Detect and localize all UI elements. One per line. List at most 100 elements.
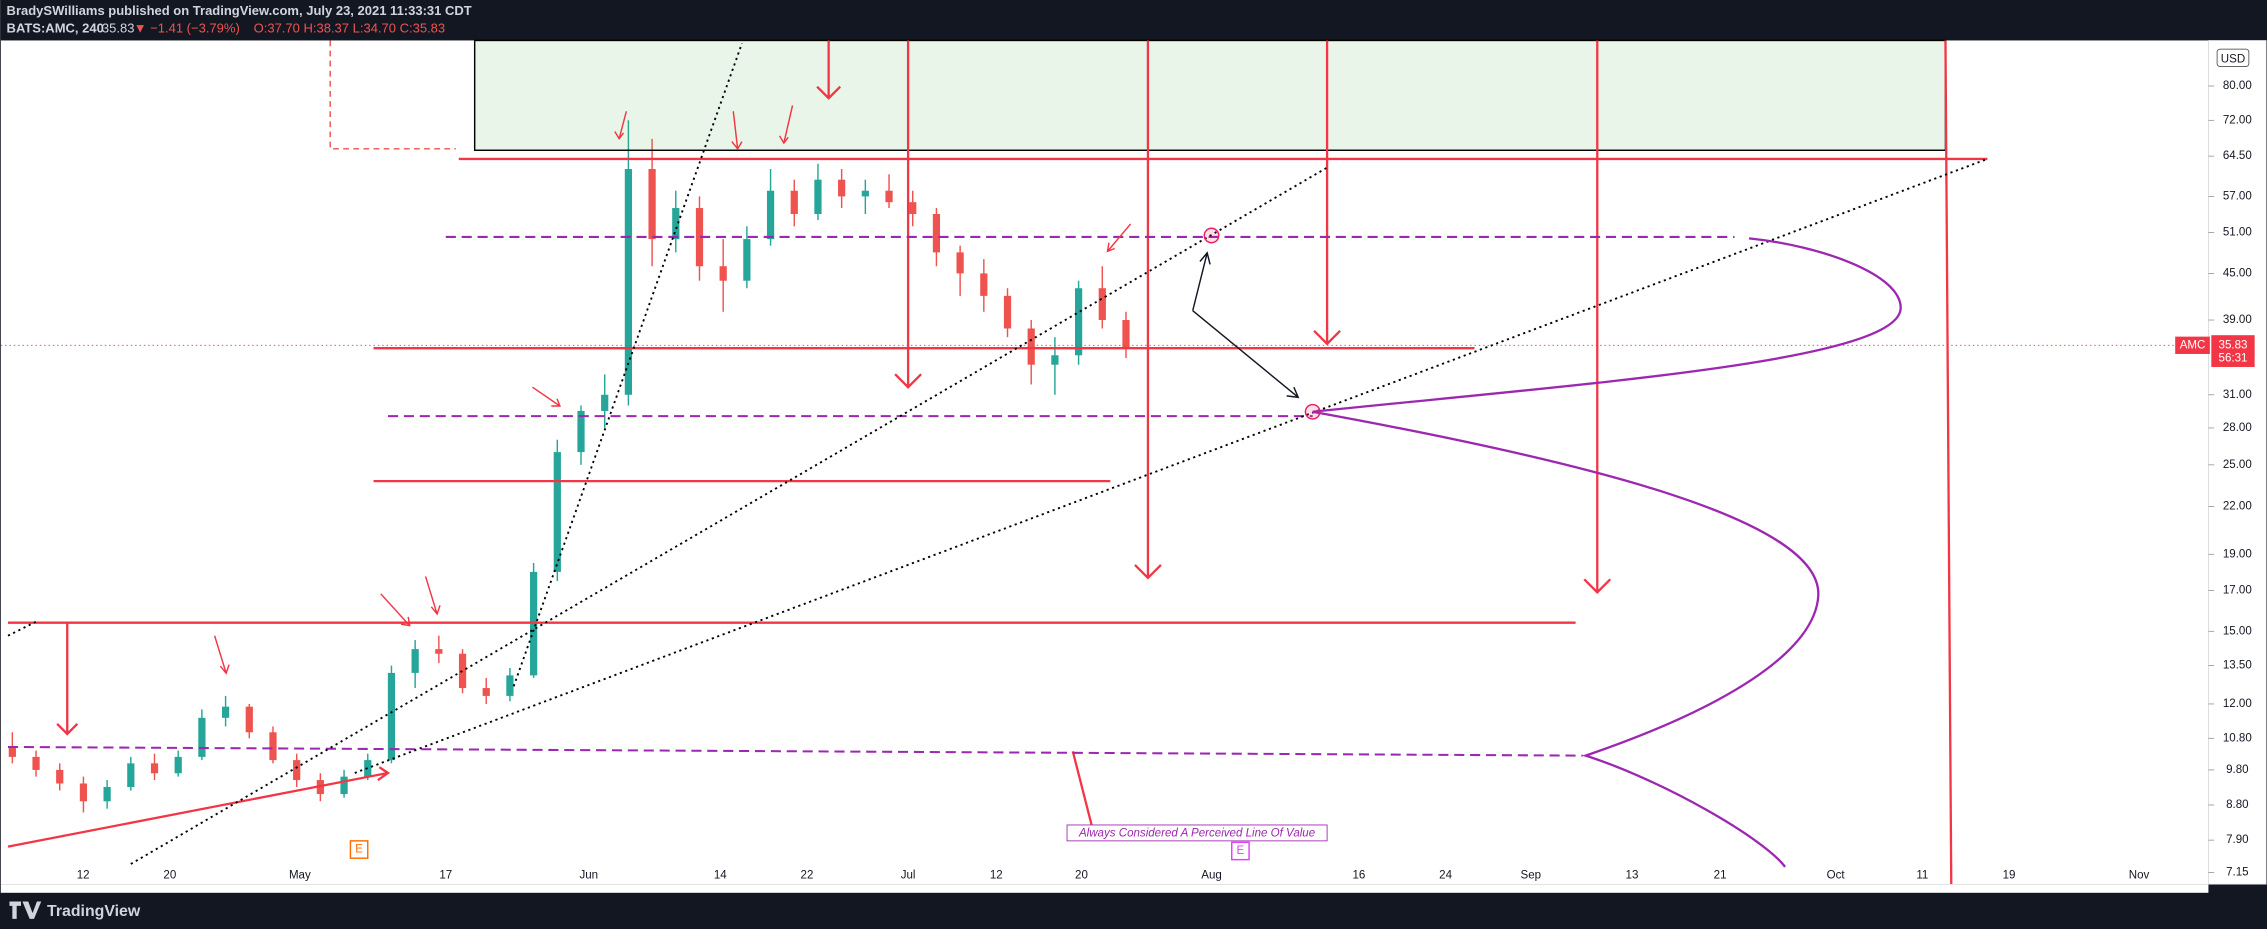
x-tick-label: Jun: [580, 870, 599, 882]
candle-body: [103, 786, 111, 802]
candle-body: [221, 706, 230, 718]
candle-body: [32, 756, 40, 770]
target-zone: [473, 39, 1947, 151]
ohlc: O:37.70 H:38.37 L:34.70 C:35.83: [254, 20, 446, 35]
y-tick-label: 72.00: [2223, 114, 2252, 126]
candle-body: [553, 452, 561, 572]
candle-body: [1027, 328, 1035, 365]
candle-body: [814, 179, 822, 215]
y-tick-label: 64.50: [2223, 150, 2252, 162]
candle-body: [411, 649, 419, 673]
candle-body: [766, 190, 775, 240]
y-tick-label: 7.15: [2226, 867, 2248, 879]
candle-body: [127, 763, 135, 787]
candle-body: [885, 190, 893, 203]
y-tick-label: 10.80: [2223, 732, 2252, 744]
candle-body: [435, 649, 443, 654]
y-tick-label: 17.00: [2223, 585, 2252, 597]
candle-body: [364, 760, 372, 777]
x-tick-label: 12: [77, 870, 90, 882]
candle-body: [458, 653, 467, 689]
x-tick-label: 16: [1352, 870, 1365, 882]
candle-body: [672, 208, 680, 240]
candle-body: [56, 769, 64, 784]
ticker-badge: [2175, 336, 2210, 354]
x-tick-label: 19: [2003, 870, 2016, 882]
candle-body: [482, 688, 490, 696]
change: ▼ −1.41 (−3.79%): [134, 20, 240, 35]
candle-body: [790, 190, 798, 215]
price-badge: [2211, 335, 2255, 367]
red-lines: [7, 40, 1988, 885]
y-tick-label: 12.00: [2223, 698, 2252, 710]
y-tick-label: 39.00: [2223, 314, 2252, 326]
currency: USD: [2221, 53, 2245, 65]
x-tick-label: 14: [714, 870, 727, 882]
candle-body: [8, 747, 16, 757]
value-lines: [8, 235, 1735, 757]
earnings-marker: E: [1237, 845, 1245, 857]
logo: [9, 901, 42, 919]
candle-body: [1122, 320, 1130, 348]
y-tick-label: 9.80: [2226, 764, 2248, 776]
y-tick-label: 22.00: [2223, 501, 2252, 513]
y-tick-label: 25.00: [2223, 459, 2252, 471]
x-tick-label: 20: [163, 870, 176, 882]
y-tick-label: 28.00: [2223, 422, 2252, 434]
plot-area: [0, 0, 2209, 885]
price-axis: [2208, 40, 2267, 885]
candle-body: [838, 179, 846, 197]
x-tick-label: 12: [990, 870, 1003, 882]
candle-body: [932, 214, 941, 253]
x-tick-label: 24: [1439, 870, 1452, 882]
candle-body: [601, 394, 609, 411]
y-tick-label: 13.50: [2223, 660, 2252, 672]
y-tick-label: 7.90: [2226, 834, 2248, 846]
x-tick-label: Oct: [1827, 870, 1846, 882]
y-tick-label: 19.00: [2223, 548, 2252, 560]
candle-body: [980, 273, 988, 296]
x-tick-label: 22: [801, 870, 814, 882]
candle-body: [150, 763, 159, 774]
x-tick-label: 13: [1626, 870, 1639, 882]
candle-body: [1098, 288, 1106, 321]
candle-body: [577, 410, 585, 453]
earnings-marker: E: [355, 844, 363, 856]
publisher: BradySWilliams published on TradingView.…: [7, 3, 472, 18]
candle-body: [743, 239, 751, 281]
candle-body: [293, 760, 301, 781]
x-tick-label: Aug: [1201, 870, 1222, 882]
y-tick-label: 51.00: [2223, 227, 2252, 239]
candle-body: [695, 208, 704, 267]
header-bar: [0, 0, 2267, 41]
candle-body: [506, 675, 514, 696]
candle-body: [719, 266, 727, 281]
last-price: 35.83: [102, 20, 135, 35]
annotations: Always Considered A Perceived Line Of Va…: [0, 39, 2209, 885]
candle-body: [245, 706, 253, 733]
footer-bar: [0, 892, 2267, 929]
annotation-box: [1066, 824, 1328, 842]
small-arrows: [213, 105, 1132, 675]
candle-body: [648, 169, 656, 240]
candle-body: [79, 783, 88, 802]
candle-body: [956, 252, 964, 274]
y-tick-label: 57.00: [2223, 190, 2252, 202]
arrows: [1192, 251, 1300, 399]
x-tick-label: 21: [1714, 870, 1727, 882]
x-tick-label: Nov: [2129, 870, 2150, 882]
y-tick-label: 31.00: [2223, 389, 2252, 401]
annotation: Always Considered A Perceived Line Of Va…: [1078, 828, 1315, 840]
x-tick-label: 17: [439, 870, 452, 882]
candle-body: [624, 169, 633, 395]
earnings-box: [349, 840, 369, 859]
brand: TradingView: [47, 903, 141, 920]
candle-body: [387, 672, 396, 761]
symbol: BATS:AMC, 240: [7, 20, 104, 35]
candle-body: [1051, 355, 1059, 365]
candle-body: [861, 190, 869, 197]
time-axis: [0, 884, 2209, 893]
x-tick-label: Jul: [901, 870, 916, 882]
candle-body: [909, 202, 917, 215]
y-tick-label: 45.00: [2223, 267, 2252, 279]
